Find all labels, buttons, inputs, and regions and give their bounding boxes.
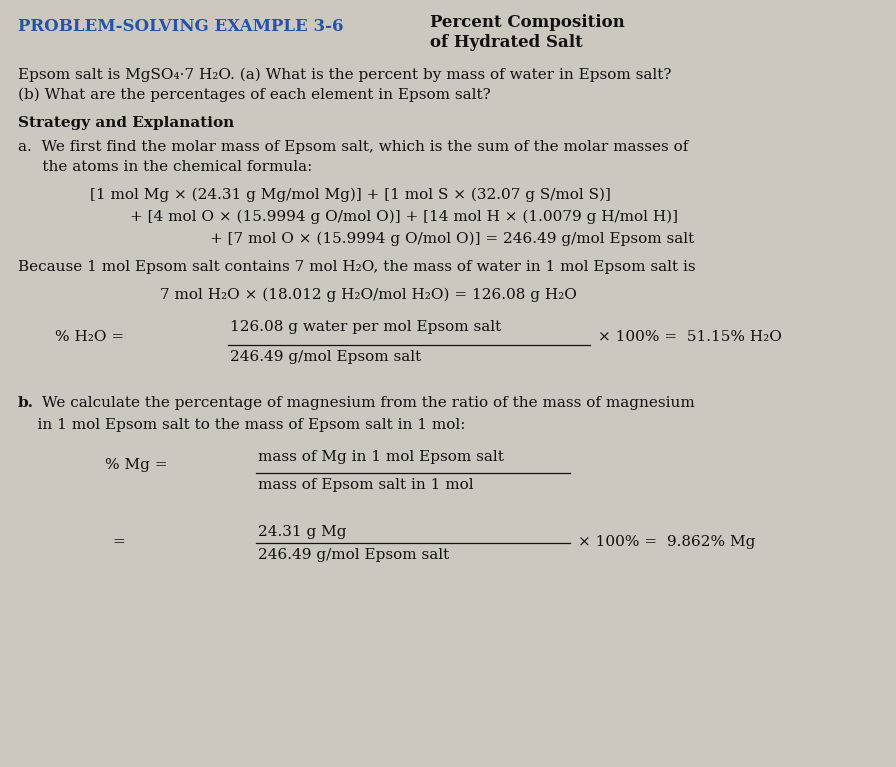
Text: PROBLEM-SOLVING EXAMPLE 3-6: PROBLEM-SOLVING EXAMPLE 3-6 (18, 18, 343, 35)
Text: in 1 mol Epsom salt to the mass of Epsom salt in 1 mol:: in 1 mol Epsom salt to the mass of Epsom… (18, 418, 466, 432)
Text: + [4 mol O × (15.9994 g O/mol O)] + [14 mol H × (1.0079 g H/mol H)]: + [4 mol O × (15.9994 g O/mol O)] + [14 … (130, 210, 678, 225)
Text: (b) What are the percentages of each element in Epsom salt?: (b) What are the percentages of each ele… (18, 88, 491, 102)
Text: of Hydrated Salt: of Hydrated Salt (430, 34, 582, 51)
Text: a.  We first find the molar mass of Epsom salt, which is the sum of the molar ma: a. We first find the molar mass of Epsom… (18, 140, 688, 154)
Text: Strategy and Explanation: Strategy and Explanation (18, 116, 234, 130)
Text: + [7 mol O × (15.9994 g O/mol O)] = 246.49 g/mol Epsom salt: + [7 mol O × (15.9994 g O/mol O)] = 246.… (210, 232, 694, 246)
Text: =: = (112, 535, 125, 549)
Text: b.: b. (18, 396, 34, 410)
Text: 7 mol H₂O × (18.012 g H₂O/mol H₂O) = 126.08 g H₂O: 7 mol H₂O × (18.012 g H₂O/mol H₂O) = 126… (160, 288, 577, 302)
Text: Because 1 mol Epsom salt contains 7 mol H₂O, the mass of water in 1 mol Epsom sa: Because 1 mol Epsom salt contains 7 mol … (18, 260, 695, 274)
Text: % H₂O =: % H₂O = (55, 330, 125, 344)
Text: × 100% =  9.862% Mg: × 100% = 9.862% Mg (578, 535, 755, 549)
Text: Percent Composition: Percent Composition (430, 14, 625, 31)
Text: the atoms in the chemical formula:: the atoms in the chemical formula: (18, 160, 313, 174)
Text: We calculate the percentage of magnesium from the ratio of the mass of magnesium: We calculate the percentage of magnesium… (42, 396, 694, 410)
Text: mass of Mg in 1 mol Epsom salt: mass of Mg in 1 mol Epsom salt (258, 450, 504, 464)
Text: % Mg =: % Mg = (105, 458, 168, 472)
Text: 24.31 g Mg: 24.31 g Mg (258, 525, 347, 539)
Text: 246.49 g/mol Epsom salt: 246.49 g/mol Epsom salt (230, 350, 421, 364)
Text: 126.08 g water per mol Epsom salt: 126.08 g water per mol Epsom salt (230, 320, 501, 334)
Text: × 100% =  51.15% H₂O: × 100% = 51.15% H₂O (598, 330, 782, 344)
Text: 246.49 g/mol Epsom salt: 246.49 g/mol Epsom salt (258, 548, 449, 562)
Text: [1 mol Mg × (24.31 g Mg/mol Mg)] + [1 mol S × (32.07 g S/mol S)]: [1 mol Mg × (24.31 g Mg/mol Mg)] + [1 mo… (90, 188, 611, 202)
Text: Epsom salt is MgSO₄·7 H₂O. (a) What is the percent by mass of water in Epsom sal: Epsom salt is MgSO₄·7 H₂O. (a) What is t… (18, 68, 671, 82)
Text: mass of Epsom salt in 1 mol: mass of Epsom salt in 1 mol (258, 478, 474, 492)
